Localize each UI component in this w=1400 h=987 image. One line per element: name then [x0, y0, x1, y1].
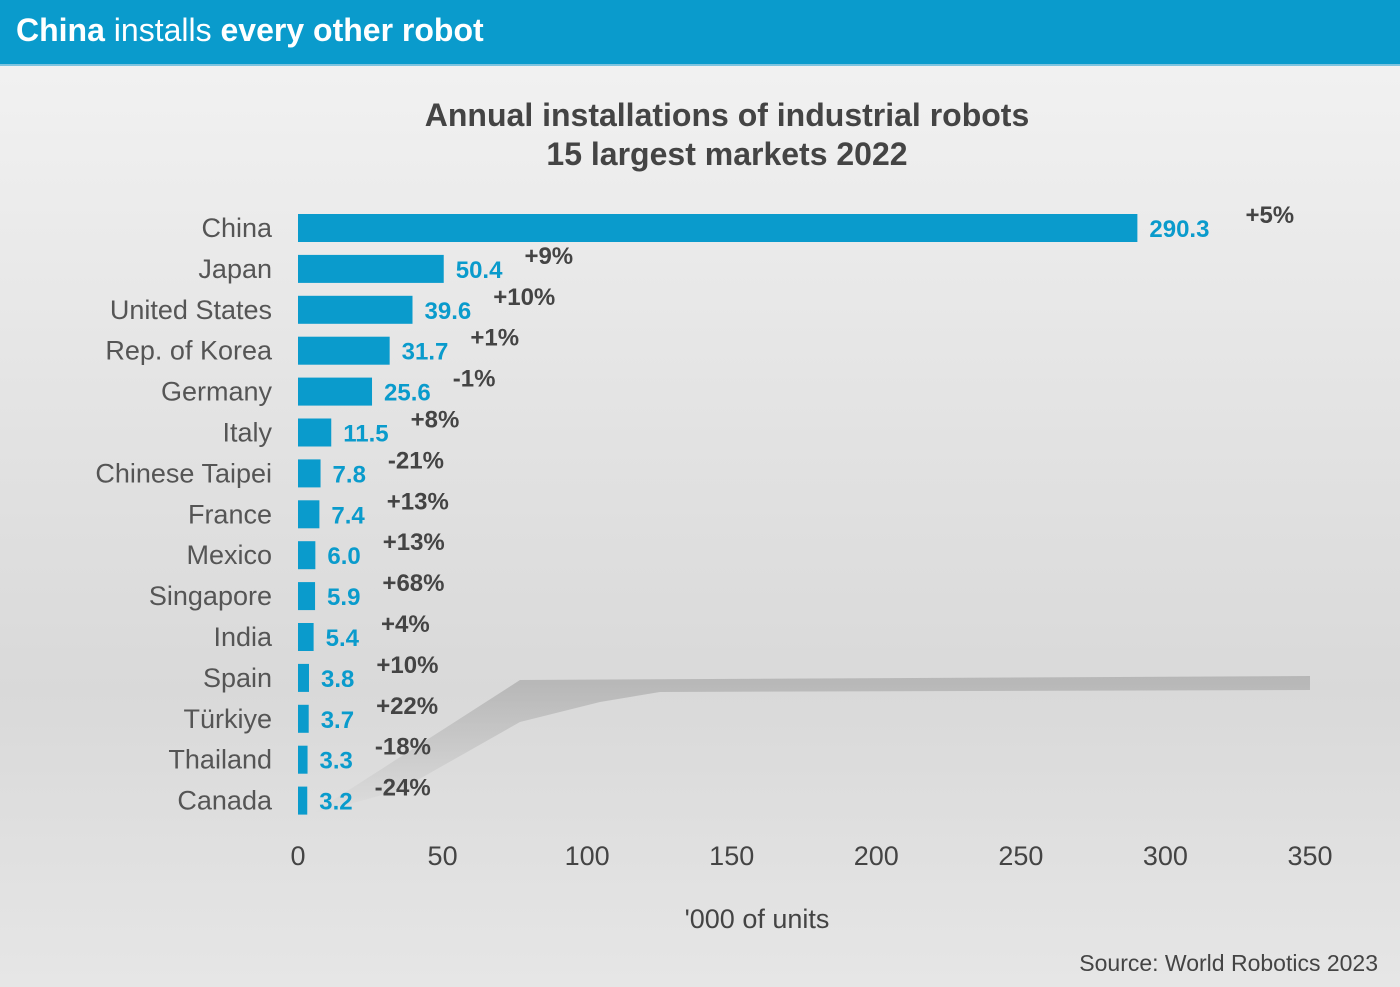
x-tick-label: 150 — [709, 841, 754, 871]
change-labels: +5% +9% +10% +1% -1% +8% -21% +13% +13% +68% +4% +1… — [375, 202, 1295, 802]
category-label: Canada — [177, 786, 273, 816]
change-label: +9% — [524, 243, 573, 270]
bar — [298, 663, 309, 692]
bar — [298, 254, 444, 283]
change-label: +8% — [411, 407, 460, 434]
banner-title-part3: every other robot — [220, 12, 484, 48]
category-label: India — [213, 622, 273, 652]
value-label: 7.4 — [331, 502, 365, 529]
category-label: Japan — [198, 254, 272, 284]
change-label: +10% — [376, 652, 438, 679]
bar — [298, 377, 373, 406]
change-label: -24% — [375, 775, 431, 802]
chart-title: Annual installations of industrial robot… — [425, 97, 1029, 133]
bar — [298, 704, 309, 733]
x-tick-label: 50 — [428, 841, 458, 871]
change-label: +13% — [387, 488, 449, 515]
value-label: 3.7 — [321, 707, 354, 734]
banner-title-part2: installs — [104, 12, 221, 48]
category-label: Mexico — [186, 540, 272, 570]
bar — [298, 418, 332, 447]
value-label: 290.3 — [1149, 216, 1209, 243]
change-label: +68% — [382, 570, 444, 597]
bars — [298, 214, 1138, 815]
value-label: 7.8 — [333, 461, 366, 488]
banner: China installs every other robot — [0, 0, 1400, 66]
decorative-shadow — [310, 676, 1310, 815]
category-label: United States — [110, 295, 272, 325]
category-label: Spain — [203, 663, 272, 693]
bar — [298, 623, 314, 651]
bar — [298, 745, 308, 774]
x-tick-label: 300 — [1143, 841, 1188, 871]
value-label: 3.3 — [320, 748, 353, 775]
category-label: Thailand — [168, 745, 272, 775]
change-label: -18% — [375, 734, 431, 761]
category-label: Türkiye — [183, 704, 272, 734]
bar — [298, 459, 321, 488]
change-label: -1% — [453, 366, 496, 393]
x-tick-label: 0 — [290, 841, 305, 871]
x-tick-label: 250 — [998, 841, 1043, 871]
category-label: Singapore — [149, 581, 272, 611]
x-axis-ticks: 0 50 100 150 200 250 300 350 — [290, 841, 1332, 871]
category-label: China — [201, 213, 273, 243]
bar — [298, 582, 316, 611]
value-label: 11.5 — [343, 421, 388, 448]
bar — [298, 541, 316, 570]
change-label: +10% — [493, 284, 555, 311]
category-label: Germany — [161, 377, 273, 407]
source-note: Source: World Robotics 2023 — [1079, 950, 1378, 976]
value-label: 25.6 — [384, 380, 431, 407]
x-tick-label: 200 — [854, 841, 899, 871]
category-label: Italy — [222, 418, 272, 448]
value-label: 5.9 — [327, 584, 360, 611]
value-label: 5.4 — [326, 625, 360, 652]
banner-title-part1: China — [16, 12, 105, 48]
value-label: 50.4 — [456, 257, 503, 284]
bar — [298, 500, 320, 529]
banner-title: China installs every other robot — [16, 12, 484, 49]
category-label: Rep. of Korea — [105, 336, 273, 366]
chart-subtitle: 15 largest markets 2022 — [546, 136, 907, 172]
value-label: 3.2 — [319, 789, 352, 816]
bar — [298, 295, 413, 324]
change-label: +1% — [470, 325, 519, 352]
value-label: 6.0 — [327, 543, 360, 570]
value-label: 31.7 — [402, 339, 449, 366]
bar — [298, 786, 308, 815]
category-labels: China Japan United States Rep. of Korea Germ… — [95, 213, 273, 816]
x-tick-label: 350 — [1287, 841, 1332, 871]
change-label: +13% — [383, 529, 445, 556]
change-label: +5% — [1245, 202, 1294, 229]
value-label: 39.6 — [425, 298, 472, 325]
category-label: France — [188, 499, 272, 529]
value-label: 3.8 — [321, 666, 354, 693]
x-tick-label: 100 — [565, 841, 610, 871]
change-label: +22% — [376, 693, 438, 720]
category-label: Chinese Taipei — [95, 458, 272, 488]
value-labels: 290.3 50.4 39.6 31.7 25.6 11.5 7.8 7.4 6.0 5.9 5.4… — [319, 216, 1209, 816]
change-label: -21% — [388, 447, 444, 474]
x-axis-label: '000 of units — [685, 904, 830, 934]
bar — [298, 214, 1138, 242]
change-label: +4% — [381, 611, 430, 638]
bar — [298, 336, 390, 365]
